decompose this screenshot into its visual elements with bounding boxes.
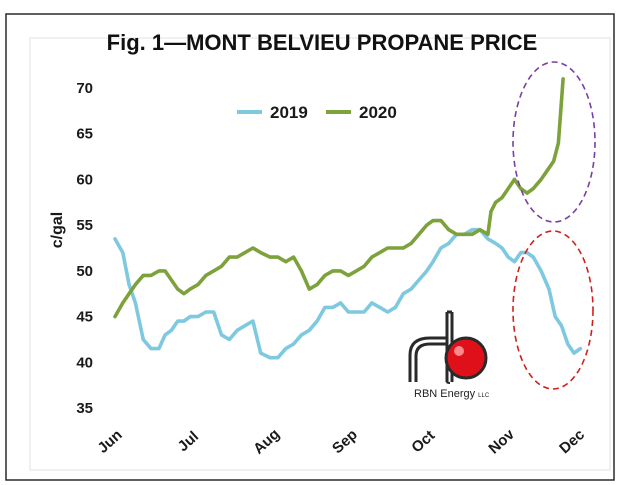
x-tick-label-aug: Aug xyxy=(250,426,283,458)
logo-pipe-bottom xyxy=(446,376,451,384)
x-axis: Jun Jul Aug Sep Oct Nov Dec xyxy=(94,425,588,457)
y-axis: 35 40 45 50 55 60 65 70 xyxy=(76,80,93,417)
y-tick-label: 50 xyxy=(76,263,93,280)
legend: 2019 2020 xyxy=(237,103,397,122)
legend-label-2019: 2019 xyxy=(270,103,308,122)
y-tick-label: 70 xyxy=(76,80,93,97)
legend-label-2020: 2020 xyxy=(359,103,397,122)
y-tick-label: 40 xyxy=(76,354,93,371)
chart-title: Fig. 1—MONT BELVIEU PROPANE PRICE xyxy=(107,30,538,55)
x-tick-label-jun: Jun xyxy=(94,426,125,456)
x-tick-label-dec: Dec xyxy=(556,426,588,457)
logo-red-circle xyxy=(444,336,488,380)
series-line-2019 xyxy=(113,227,583,360)
y-tick-label: 60 xyxy=(76,171,93,188)
plot-area-box xyxy=(29,37,611,471)
rbn-energy-logo: RBN Energy LLC xyxy=(408,310,490,400)
chart-frame xyxy=(5,13,615,481)
y-tick-label: 45 xyxy=(76,309,93,326)
x-tick-label-nov: Nov xyxy=(485,425,518,457)
y-tick-label: 65 xyxy=(76,126,93,143)
y-tick-label: 35 xyxy=(76,400,93,417)
logo-text: RBN Energy LLC xyxy=(414,388,490,400)
y-axis-label: c/gal xyxy=(49,212,66,248)
x-tick-label-oct: Oct xyxy=(408,427,438,456)
x-tick-label-jul: Jul xyxy=(175,428,202,455)
series-line-2020 xyxy=(113,77,565,319)
annotation-ellipse-2020-spike xyxy=(512,61,596,223)
logo-text-suffix: LLC xyxy=(478,393,490,399)
annotation-ellipse-2019-drop xyxy=(512,230,594,390)
y-tick-label: 55 xyxy=(76,217,93,234)
series-lines xyxy=(113,77,583,360)
logo-highlight xyxy=(454,346,464,356)
x-tick-label-sep: Sep xyxy=(329,426,361,457)
logo-text-brand: RBN Energy xyxy=(414,388,476,400)
logo-pipe-outline xyxy=(414,342,447,382)
